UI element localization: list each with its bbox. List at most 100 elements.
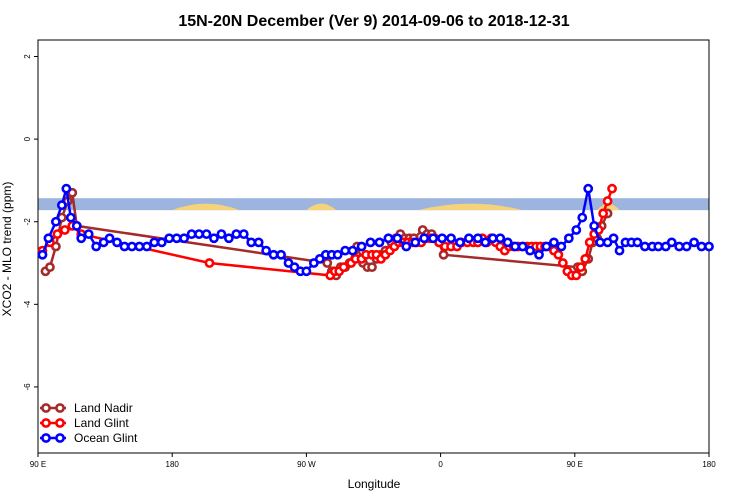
data-point [367,262,377,273]
data-point [438,249,449,260]
land-shape [418,203,523,211]
data-point [653,241,664,252]
data-point [179,233,190,244]
data-point [607,183,617,194]
legend-label: Ocean Glint [74,431,138,445]
data-point [446,233,456,244]
data-point [495,233,506,244]
data-point [356,241,367,252]
legend-label: Land Glint [74,416,129,430]
data-point [392,233,403,244]
data-point [614,245,625,256]
data-point [50,216,61,227]
data-point [43,233,54,244]
data-point [577,212,588,223]
data-point [134,241,145,252]
y-tick-label: 0 [23,136,32,141]
data-point [83,229,94,240]
legend-swatch-point [41,418,51,428]
data-point [464,233,474,244]
data-point [549,237,559,248]
data-point [571,225,582,235]
data-point [437,233,447,244]
data-point [689,237,699,248]
y-tick-label: 2 [23,54,32,59]
y-tick-label: -6 [23,383,32,391]
data-point [563,233,574,244]
data-point [480,237,491,248]
data-point [510,241,521,252]
legend-swatch-point [41,433,51,443]
data-point [164,233,175,244]
data-point [608,233,619,244]
data-point [553,249,564,260]
data-point [56,200,67,211]
data-point [589,220,600,231]
data-point [246,237,257,248]
data-point [704,241,714,252]
data-point [104,233,115,244]
y-tick-label: -2 [23,218,32,226]
data-point [119,241,130,252]
data-point [401,241,412,252]
data-point [186,229,197,240]
data-point [171,233,182,244]
land-shape [172,203,240,211]
map-band [38,198,709,211]
y-tick-label: -4 [23,300,32,308]
data-point [584,237,595,248]
data-point [681,241,692,252]
data-point [65,212,76,223]
data-point [602,196,613,206]
data-point [428,233,439,244]
x-tick-label: 90 E [30,460,46,469]
data-point [201,229,212,240]
data-point [216,229,227,240]
data-point [419,233,430,244]
data-point [487,233,498,244]
data-point [71,220,82,231]
data-point [347,245,358,256]
data-point [156,237,167,248]
legend-swatch-point [41,403,51,413]
data-point [52,229,63,240]
data-point [127,241,137,252]
series-ocean-glint [37,183,714,277]
data-point [541,241,552,252]
data-point [598,208,609,219]
series-layer [37,183,714,281]
data-point [61,183,72,194]
data-point [322,258,333,268]
legend-swatch-point [55,403,65,413]
data-point [209,233,219,244]
data-point [472,233,483,244]
x-tick-label: 90 E [567,460,583,469]
data-point [557,258,568,268]
data-point [517,241,528,252]
data-point [338,262,349,273]
data-point [149,237,160,248]
data-point [301,266,312,277]
x-tick-label: 180 [166,460,180,469]
data-point [261,245,272,256]
data-point [276,249,286,260]
data-point [674,241,685,252]
data-point [595,237,606,248]
data-point [534,249,544,260]
ocean-band [38,198,709,211]
data-point [525,245,535,256]
data-point [666,237,677,248]
data-point [91,241,102,252]
data-point [141,241,152,252]
data-point [696,241,707,252]
data-point [580,253,591,264]
data-point [575,262,586,273]
x-tick-label: 0 [438,460,443,469]
legend-label: Land Nadir [74,401,133,415]
data-point [374,237,385,248]
data-point [76,233,87,244]
data-point [383,233,394,244]
data-point [340,245,351,256]
